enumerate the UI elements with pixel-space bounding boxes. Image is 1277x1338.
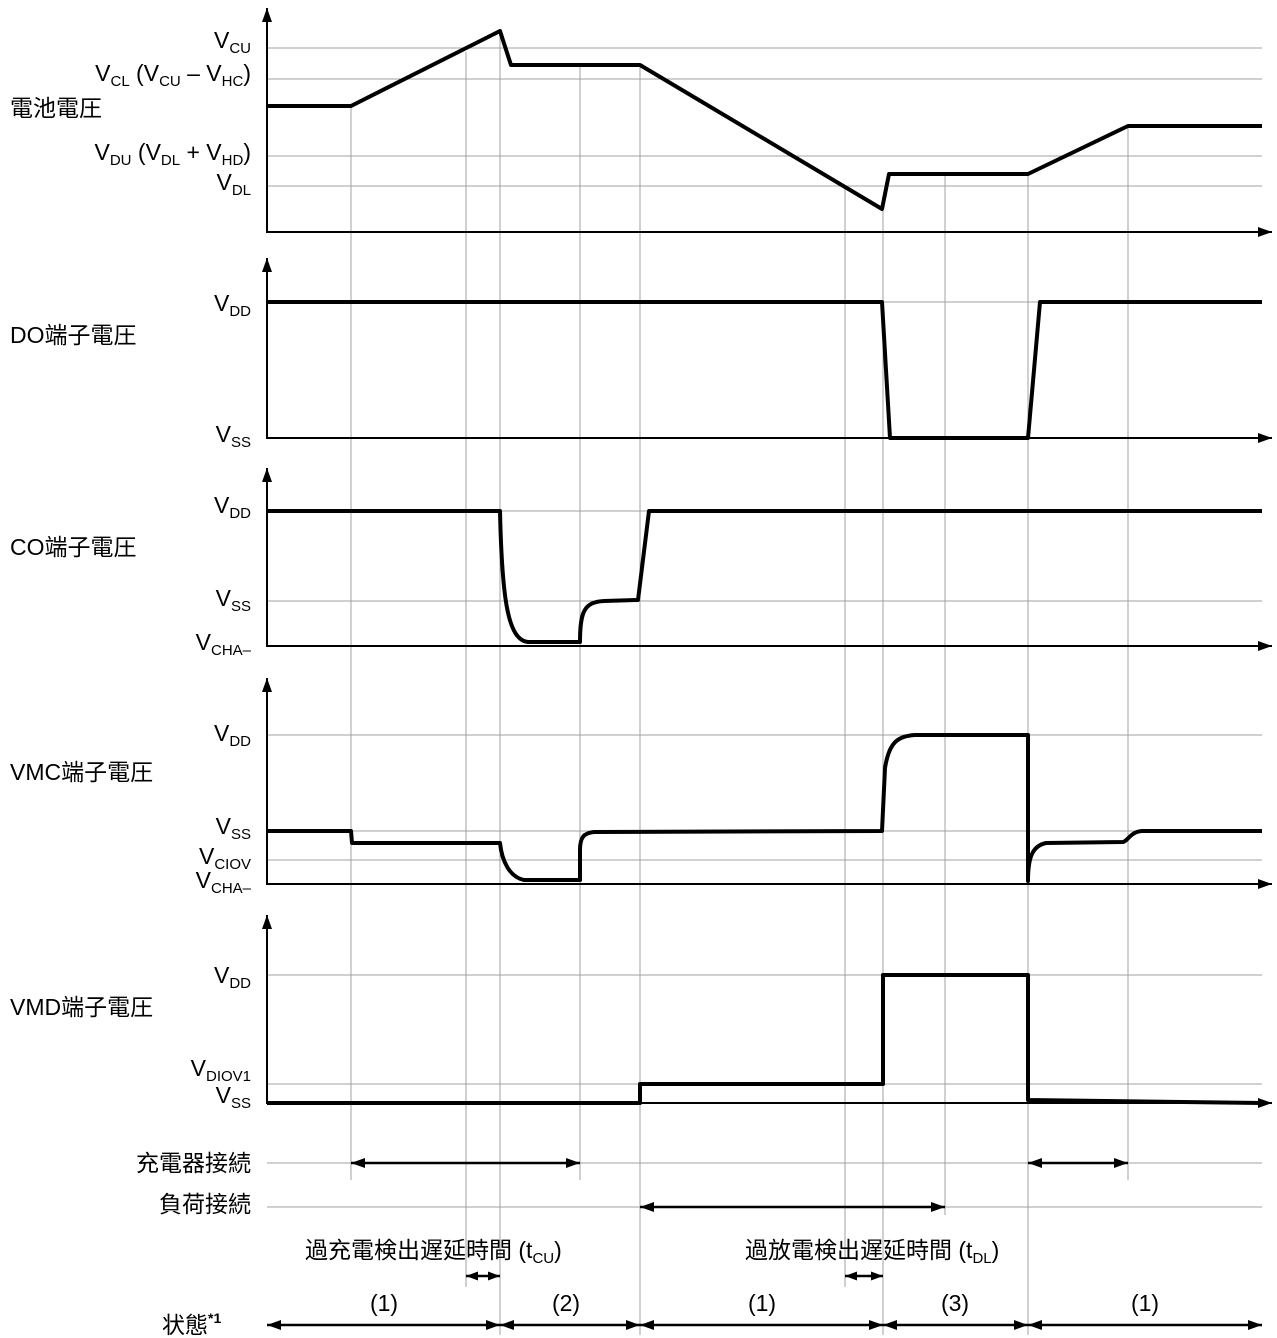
co-terminal-waveform (267, 509, 1262, 644)
vmc-terminal-voltage-level-label: VCIOV (198, 843, 251, 872)
overcharge-detection-delay-label-text: ) (554, 1237, 562, 1263)
overcharge-detection-delay-label-text: 過充電検出遅延時間 (t (305, 1237, 533, 1263)
vmd-terminal-voltage-level-label-text: V (213, 962, 230, 988)
co-terminal-voltage-level-label-text: V (213, 492, 230, 518)
vmc-terminal-voltage-level-label-subscript: CHA– (210, 880, 251, 897)
battery-voltage-level-label: VCU (213, 27, 251, 56)
battery-voltage-level-label: VCL (VCU – VHC) (95, 60, 251, 89)
state-segment-label: (2) (551, 1290, 581, 1316)
vmd-terminal-voltage-level-label-subscript: SS (230, 1095, 251, 1112)
load-connection-label: 負荷接続 (159, 1191, 251, 1217)
battery-voltage-axes (262, 7, 1272, 237)
charger-connection-label: 充電器接続 (136, 1150, 251, 1176)
vmd-terminal-waveform (267, 973, 1263, 1105)
battery-voltage-level-label-subscript: CL (110, 73, 130, 90)
battery-voltage-level-label-text: – V (180, 60, 222, 86)
state-segment-label: (1) (369, 1290, 399, 1316)
do-terminal-voltage-title: DO端子電圧 (10, 322, 137, 348)
battery-voltage-level-label-subscript: CU (229, 40, 251, 57)
vmd-terminal-voltage-title: VMD端子電圧 (10, 994, 154, 1020)
vmc-terminal-voltage-level-label-subscript: SS (230, 826, 251, 843)
do-terminal-waveform (267, 300, 1262, 440)
axes (262, 7, 1272, 1108)
vmd-terminal-axes (262, 915, 1272, 1108)
vmc-terminal-voltage-level-label-subscript: CIOV (214, 856, 251, 873)
interval-arrows (267, 1158, 1262, 1330)
overcharge-detection-delay-label: 過充電検出遅延時間 (tCU) (305, 1237, 562, 1266)
waveforms (267, 29, 1263, 1105)
battery-voltage-level-label: VDU (VDL + VHD) (94, 139, 252, 168)
vmc-terminal-voltage-level-label-text: V (213, 720, 230, 746)
battery-voltage-level-label-text: V (216, 169, 232, 195)
co-terminal-voltage-level-label-text: V (215, 585, 231, 611)
battery-voltage-waveform (267, 29, 1262, 211)
state-segment-label: (3) (940, 1290, 970, 1316)
overcharge-detection-delay-label-subscript: CU (532, 1250, 555, 1267)
overdischarge-detection-delay-label-text: 過放電検出遅延時間 (t (745, 1237, 973, 1263)
vmd-terminal-voltage-level-label: VDIOV1 (190, 1055, 251, 1084)
state-label-text: 状態 (162, 1312, 208, 1338)
co-terminal-voltage-level-label-subscript: CHA– (210, 642, 251, 659)
co-terminal-voltage-level-label-text: V (195, 629, 211, 655)
vmd-terminal-voltage-level-label-text: V (215, 1082, 231, 1108)
vmd-terminal-voltage-level-label-subscript: DD (229, 975, 251, 992)
co-terminal-voltage-level-label: VDD (213, 492, 251, 521)
battery-voltage-level-label-subscript: CU (159, 73, 181, 90)
state-segment-label: (1) (1130, 1290, 1160, 1316)
co-terminal-axes (262, 468, 1272, 651)
state-label: 状態*1 (162, 1310, 222, 1338)
overdischarge-detection-delay-label-text: ) (991, 1237, 1000, 1263)
co-terminal-voltage-level-label-subscript: SS (230, 598, 251, 615)
co-terminal-voltage-level-label-subscript: DD (229, 505, 251, 522)
do-terminal-voltage-level-label-subscript: SS (230, 434, 251, 451)
battery-voltage-level-label: VDL (216, 169, 251, 198)
co-terminal-voltage-level-label: VCHA– (195, 629, 251, 658)
battery-voltage-level-label-subscript: DL (160, 152, 181, 169)
timing-guide-lines (350, 31, 1129, 1335)
vmc-terminal-voltage-level-label: VCHA– (195, 867, 251, 896)
overdischarge-detection-delay-label: 過放電検出遅延時間 (tDL) (745, 1237, 1000, 1266)
do-terminal-voltage-level-label: VSS (215, 421, 251, 450)
vmd-terminal-voltage-level-label-text: V (190, 1055, 206, 1081)
vmc-terminal-voltage-level-label-subscript: DD (229, 733, 251, 750)
battery-voltage-level-label-text: ) (243, 139, 251, 165)
vmc-terminal-axes (262, 678, 1272, 889)
battery-voltage-level-label-subscript: HD (221, 152, 244, 169)
vmc-terminal-voltage-level-label: VDD (213, 720, 251, 749)
vmd-terminal-voltage-level-label: VSS (215, 1082, 251, 1111)
battery-voltage-level-label-text: ) (243, 60, 251, 86)
do-terminal-voltage-level-label-text: V (215, 421, 231, 447)
vmc-terminal-voltage-level-label-text: V (215, 813, 231, 839)
co-terminal-voltage-level-label: VSS (215, 585, 251, 614)
do-terminal-axes (262, 258, 1272, 443)
battery-voltage-title: 電池電圧 (10, 95, 102, 121)
battery-voltage-level-label-text: V (94, 139, 110, 165)
battery-voltage-level-label-text: V (95, 60, 111, 86)
do-terminal-voltage-level-label: VDD (213, 290, 251, 319)
do-terminal-voltage-level-label-subscript: DD (229, 303, 251, 320)
level-gridlines (267, 47, 1262, 1208)
vmd-terminal-voltage-level-label-subscript: DIOV1 (205, 1068, 251, 1085)
state-segment-label: (1) (747, 1290, 777, 1316)
vmc-terminal-voltage-level-label-text: V (195, 867, 211, 893)
overdischarge-detection-delay-label-subscript: DL (972, 1250, 992, 1267)
co-terminal-voltage-title: CO端子電圧 (10, 534, 137, 560)
battery-voltage-level-label-text: (V (129, 60, 160, 86)
battery-voltage-level-label-subscript: HC (221, 73, 244, 90)
battery-voltage-level-label-subscript: DU (109, 152, 132, 169)
battery-voltage-level-label-subscript: DL (231, 182, 251, 199)
vmc-terminal-voltage-level-label: VSS (215, 813, 251, 842)
battery-voltage-level-label-text: (V (131, 139, 161, 165)
vmd-terminal-voltage-level-label: VDD (213, 962, 251, 991)
do-terminal-voltage-level-label-text: V (213, 290, 230, 316)
vmc-terminal-voltage-title: VMC端子電圧 (10, 759, 154, 785)
battery-voltage-level-label-text: + V (180, 139, 222, 165)
vmc-terminal-waveform (267, 733, 1262, 883)
vmc-terminal-voltage-level-label-text: V (198, 843, 215, 869)
battery-voltage-level-label-text: V (213, 27, 230, 53)
state-footnote-marker: *1 (208, 1310, 222, 1326)
